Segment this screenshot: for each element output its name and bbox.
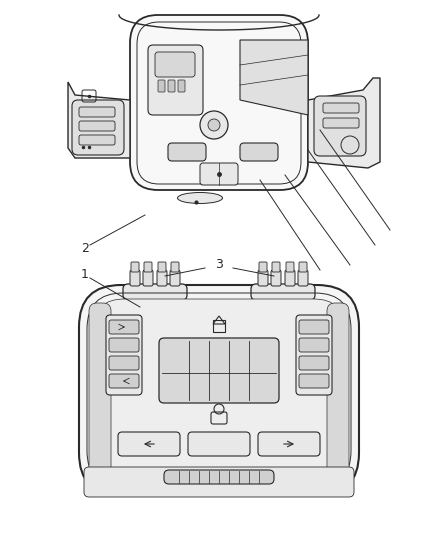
FancyBboxPatch shape (130, 270, 140, 286)
FancyBboxPatch shape (84, 467, 354, 497)
FancyBboxPatch shape (131, 262, 139, 272)
FancyBboxPatch shape (79, 107, 115, 117)
FancyBboxPatch shape (327, 303, 349, 477)
FancyBboxPatch shape (168, 80, 175, 92)
FancyBboxPatch shape (271, 270, 281, 286)
Text: 2: 2 (81, 241, 89, 254)
Circle shape (200, 111, 228, 139)
FancyBboxPatch shape (144, 262, 152, 272)
FancyBboxPatch shape (109, 374, 139, 388)
FancyBboxPatch shape (158, 80, 165, 92)
FancyBboxPatch shape (79, 121, 115, 131)
FancyBboxPatch shape (258, 270, 268, 286)
FancyBboxPatch shape (314, 96, 366, 156)
FancyBboxPatch shape (299, 356, 329, 370)
FancyBboxPatch shape (286, 262, 294, 272)
FancyBboxPatch shape (164, 470, 274, 484)
FancyBboxPatch shape (159, 338, 279, 403)
FancyBboxPatch shape (72, 100, 124, 155)
FancyBboxPatch shape (130, 15, 308, 190)
FancyBboxPatch shape (251, 284, 315, 300)
FancyBboxPatch shape (118, 432, 180, 456)
FancyBboxPatch shape (323, 103, 359, 113)
FancyBboxPatch shape (178, 80, 185, 92)
FancyBboxPatch shape (109, 356, 139, 370)
FancyBboxPatch shape (258, 432, 320, 456)
Circle shape (208, 119, 220, 131)
FancyBboxPatch shape (299, 262, 307, 272)
FancyBboxPatch shape (188, 432, 250, 456)
FancyBboxPatch shape (323, 118, 359, 128)
FancyBboxPatch shape (148, 45, 203, 115)
FancyBboxPatch shape (170, 270, 180, 286)
FancyBboxPatch shape (299, 374, 329, 388)
FancyBboxPatch shape (296, 315, 332, 395)
FancyBboxPatch shape (143, 270, 153, 286)
FancyBboxPatch shape (299, 338, 329, 352)
FancyBboxPatch shape (89, 303, 111, 477)
FancyBboxPatch shape (298, 270, 308, 286)
Text: 3: 3 (215, 259, 223, 271)
FancyBboxPatch shape (123, 284, 187, 300)
FancyBboxPatch shape (259, 262, 267, 272)
Polygon shape (68, 82, 130, 158)
FancyBboxPatch shape (106, 315, 142, 395)
Text: 1: 1 (81, 269, 89, 281)
Polygon shape (308, 78, 380, 168)
Circle shape (341, 136, 359, 154)
FancyBboxPatch shape (200, 163, 238, 185)
FancyBboxPatch shape (157, 270, 167, 286)
FancyBboxPatch shape (155, 52, 195, 77)
FancyBboxPatch shape (240, 143, 278, 161)
FancyBboxPatch shape (109, 320, 139, 334)
FancyBboxPatch shape (299, 320, 329, 334)
FancyBboxPatch shape (94, 299, 344, 489)
FancyBboxPatch shape (79, 135, 115, 145)
Ellipse shape (177, 192, 223, 204)
FancyBboxPatch shape (171, 262, 179, 272)
FancyBboxPatch shape (79, 285, 359, 495)
FancyBboxPatch shape (168, 143, 206, 161)
FancyBboxPatch shape (272, 262, 280, 272)
Polygon shape (240, 40, 308, 115)
FancyBboxPatch shape (285, 270, 295, 286)
FancyBboxPatch shape (109, 338, 139, 352)
FancyBboxPatch shape (158, 262, 166, 272)
